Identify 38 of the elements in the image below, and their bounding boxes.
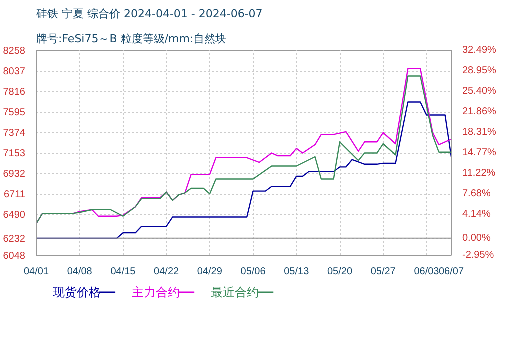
y2-tick-label: 21.86% xyxy=(462,106,497,118)
x-tick-label: 04/15 xyxy=(110,266,136,278)
x-tick-label: 06/07 xyxy=(438,266,464,278)
y-tick-label: 7816 xyxy=(3,87,26,98)
x-tick-label: 05/06 xyxy=(240,266,266,278)
y2-tick-label: 28.95% xyxy=(462,65,497,76)
chart-title: 硅铁 宁夏 综合价 2024-04-01 - 2024-06-07 xyxy=(36,8,263,20)
y2-tick-label: 11.22% xyxy=(462,168,496,180)
x-tick-label: 04/08 xyxy=(67,266,93,278)
x-tick-label: 04/01 xyxy=(24,266,50,278)
y2-tick-label: 18.31% xyxy=(462,127,497,138)
y2-tick-label: 7.68% xyxy=(462,188,491,200)
x-tick-label: 04/29 xyxy=(197,266,223,278)
legend-label: 主力合约 xyxy=(132,286,180,300)
y-tick-label: 6711 xyxy=(4,190,26,200)
y-tick-label: 7374 xyxy=(3,128,26,139)
y-tick-label: 6932 xyxy=(3,169,26,180)
y2-tick-label: -2.95% xyxy=(462,250,494,261)
legend-label: 现货价格 xyxy=(53,286,102,300)
y2-tick-label: 25.40% xyxy=(462,86,497,98)
y-tick-label: 8037 xyxy=(3,66,26,78)
x-tick-label: 05/20 xyxy=(327,266,353,278)
y-tick-label: 8258 xyxy=(3,46,26,57)
legend-label: 最近合约 xyxy=(211,286,260,300)
y2-tick-label: 14.77% xyxy=(462,148,497,158)
y-tick-label: 7153 xyxy=(3,148,26,160)
y-tick-label: 6490 xyxy=(3,210,26,221)
y-tick-label: 6048 xyxy=(3,251,26,262)
y2-tick-label: 4.14% xyxy=(462,208,491,220)
chart-subtitle: 牌号:FeSi75～B 粒度等级/mm:自然块 xyxy=(36,32,227,46)
x-tick-label: 06/03 xyxy=(414,266,440,278)
y2-tick-label: 0.00% xyxy=(462,232,491,244)
y2-tick-label: 32.49% xyxy=(462,45,497,56)
x-tick-label: 04/22 xyxy=(154,266,180,278)
x-tick-label: 05/27 xyxy=(370,266,396,278)
y-tick-label: 7595 xyxy=(3,108,26,118)
x-tick-label: 05/13 xyxy=(284,266,310,278)
y-tick-label: 6232 xyxy=(3,234,26,245)
